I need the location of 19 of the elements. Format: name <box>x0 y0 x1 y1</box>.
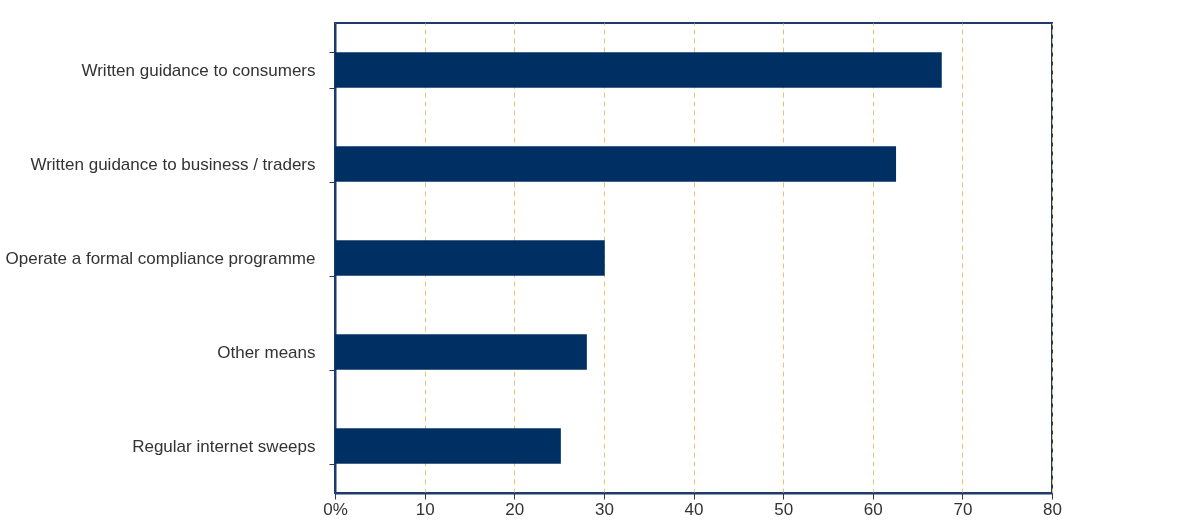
y-tick-label: Written guidance to consumers <box>81 60 316 80</box>
bar <box>335 428 561 464</box>
x-tick-label: 40 <box>684 499 704 519</box>
x-tick-label: 80 <box>1043 499 1062 519</box>
bar <box>335 240 605 276</box>
x-tick-label: 70 <box>953 499 973 519</box>
x-tick-label: 20 <box>505 499 525 519</box>
y-tick-label: Regular internet sweeps <box>132 436 316 456</box>
y-tick-label: Other means <box>217 342 316 362</box>
bar <box>335 146 897 182</box>
bar <box>335 52 942 88</box>
x-tick-label: 30 <box>594 499 614 519</box>
bar <box>335 334 587 370</box>
y-tick-label: Operate a formal compliance programme <box>5 248 316 268</box>
x-tick-label: 10 <box>415 499 435 519</box>
x-tick-label: 0% <box>323 499 348 519</box>
y-tick-label: Written guidance to business / traders <box>30 154 316 174</box>
x-tick-label: 60 <box>863 499 883 519</box>
x-tick-label: 50 <box>774 499 794 519</box>
